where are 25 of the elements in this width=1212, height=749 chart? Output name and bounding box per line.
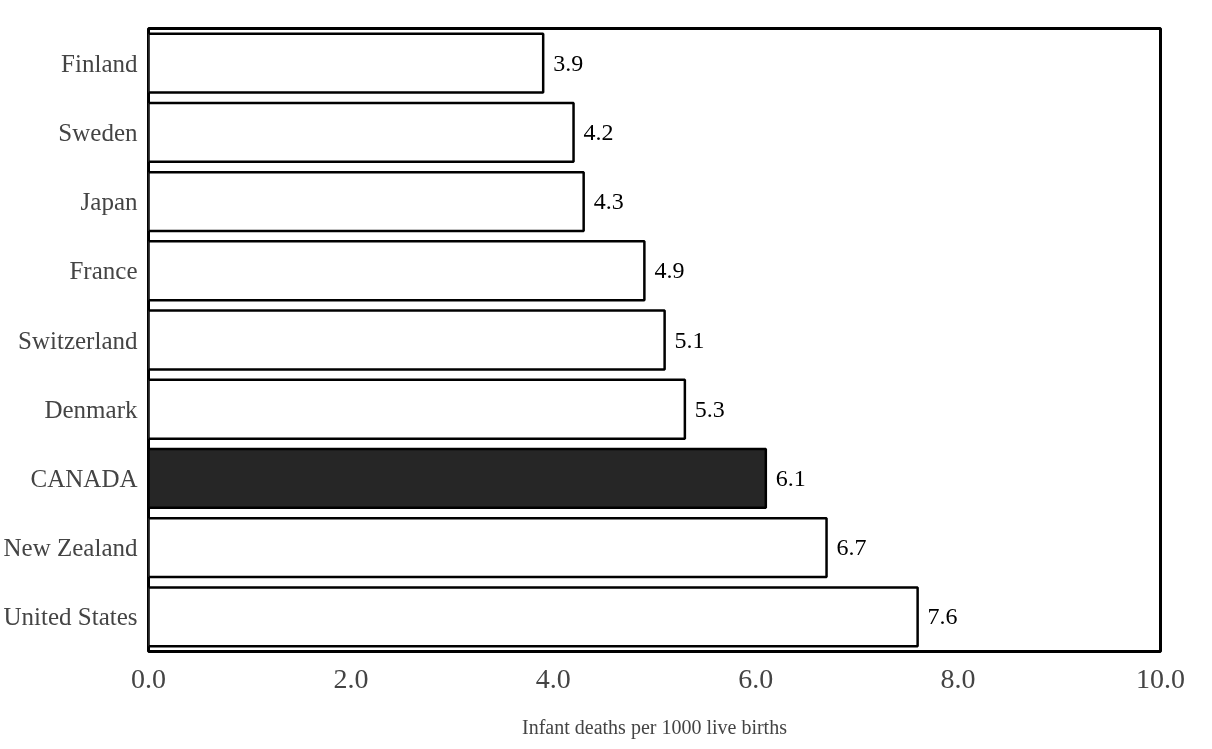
x-tick-label: 4.0 <box>535 662 571 694</box>
data-label: 6.1 <box>775 464 806 491</box>
y-tick-label: CANADA <box>30 464 138 492</box>
data-label: 5.3 <box>694 395 725 422</box>
x-axis-title: Infant deaths per 1000 live births <box>522 715 788 739</box>
data-label: 4.3 <box>593 188 624 215</box>
data-label: 6.7 <box>836 534 867 561</box>
y-tick-label: Denmark <box>44 395 138 423</box>
x-tick-label: 2.0 <box>333 662 369 694</box>
y-tick-label: United States <box>3 603 138 631</box>
data-label: 3.9 <box>553 49 584 76</box>
y-tick-label: Switzerland <box>18 326 138 354</box>
data-label: 5.1 <box>674 326 705 353</box>
data-label: 7.6 <box>927 603 958 630</box>
y-tick-label: Sweden <box>58 118 138 146</box>
x-tick-label: 8.0 <box>940 662 976 694</box>
data-label: 4.9 <box>654 257 685 284</box>
y-tick-label: Japan <box>80 188 138 216</box>
y-tick-label: New Zealand <box>3 534 138 562</box>
x-tick-label: 0.0 <box>131 662 166 694</box>
y-tick-label: Finland <box>61 49 138 77</box>
x-tick-label: 6.0 <box>738 662 774 694</box>
x-tick-label: 10.0 <box>1136 662 1185 694</box>
data-label: 4.2 <box>583 118 614 145</box>
y-tick-label: France <box>69 257 138 285</box>
